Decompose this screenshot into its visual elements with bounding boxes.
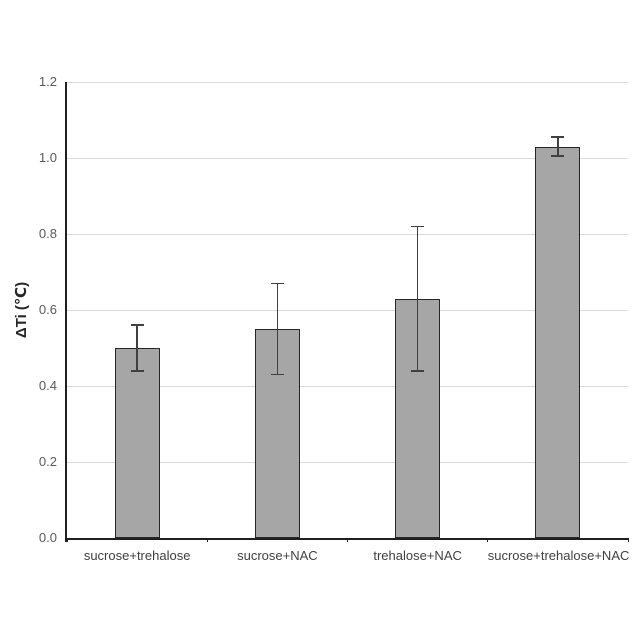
gridline (67, 233, 628, 235)
error-bar-cap-bottom (411, 370, 425, 372)
error-bar-cap-top (270, 282, 284, 285)
error-bar-cap-top (130, 324, 144, 326)
bar (114, 348, 160, 538)
x-tick-mark (206, 538, 208, 542)
error-bar-line (136, 325, 138, 371)
x-category-label: sucrose+trehalose+NAC (487, 548, 630, 563)
bar (395, 298, 441, 538)
y-tick-label: 0.0 (38, 530, 57, 545)
x-category-label: trehalose+NAC (373, 548, 462, 563)
error-bar-line (416, 226, 419, 371)
y-tick-label: 1.2 (38, 74, 57, 89)
y-tick-label: 0.8 (38, 226, 57, 241)
gridline (67, 461, 628, 463)
x-tick-mark (66, 538, 68, 542)
y-tick-label: 0.4 (38, 378, 57, 393)
error-bar-line (276, 283, 279, 375)
y-tick-label: 0.6 (38, 302, 57, 317)
gridline (67, 309, 628, 311)
x-category-label: sucrose+trehalose (83, 548, 191, 563)
y-tick-label: 0.2 (38, 454, 57, 469)
error-bar-cap-top (411, 225, 425, 228)
error-bar-cap-bottom (130, 370, 144, 372)
x-axis-line (65, 538, 628, 540)
error-bar-cap-bottom (270, 373, 284, 376)
error-bar-line (557, 137, 559, 157)
x-category-label: sucrose+NAC (237, 548, 318, 563)
x-tick-mark (627, 538, 629, 542)
error-bar-cap-bottom (551, 155, 565, 157)
gridline (67, 157, 628, 159)
gridline (67, 385, 628, 387)
gridline (67, 81, 628, 83)
y-tick-label: 1.0 (38, 150, 57, 165)
x-tick-mark (487, 538, 489, 542)
x-tick-mark (347, 538, 348, 542)
y-axis-line (65, 82, 67, 542)
bar (535, 146, 581, 538)
error-bar-cap-top (551, 136, 565, 138)
